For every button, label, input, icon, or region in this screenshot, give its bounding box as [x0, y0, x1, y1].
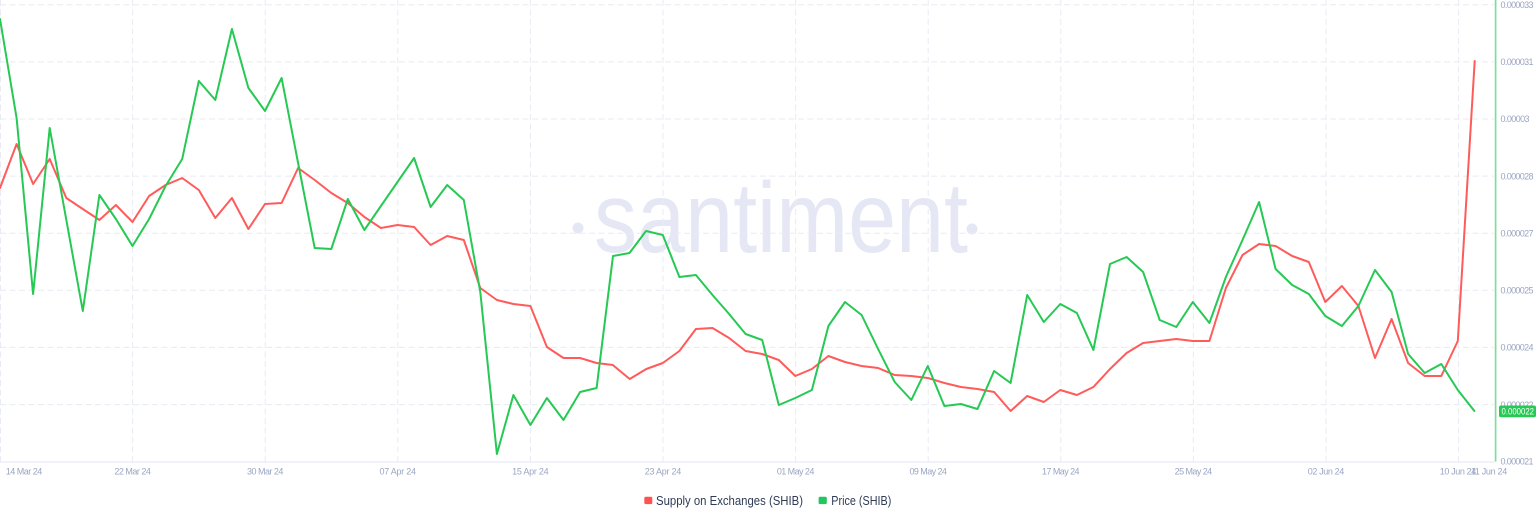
svg-text:09 May 24: 09 May 24	[909, 466, 947, 476]
svg-text:Price (SHIB): Price (SHIB)	[831, 494, 891, 508]
svg-text:30 Mar 24: 30 Mar 24	[247, 466, 284, 476]
svg-text:0.000033: 0.000033	[1501, 0, 1534, 10]
svg-text:14 Mar 24: 14 Mar 24	[6, 466, 43, 476]
svg-text:0.000024: 0.000024	[1501, 343, 1534, 353]
svg-text:11 Jun 24: 11 Jun 24	[1471, 466, 1508, 476]
svg-text:25 May 24: 25 May 24	[1175, 466, 1213, 476]
svg-text:0.000021: 0.000021	[1501, 457, 1534, 467]
svg-text:0.000031: 0.000031	[1501, 57, 1534, 67]
svg-text:23 Apr 24: 23 Apr 24	[645, 466, 682, 476]
svg-text:0.000022: 0.000022	[1501, 400, 1534, 410]
svg-text:07 Apr 24: 07 Apr 24	[380, 466, 417, 476]
svg-text:0.000022: 0.000022	[1502, 407, 1535, 418]
svg-text:0.000027: 0.000027	[1501, 228, 1534, 238]
svg-text:22 Mar 24: 22 Mar 24	[114, 466, 151, 476]
svg-text:17 May 24: 17 May 24	[1042, 466, 1080, 476]
svg-text:0.000028: 0.000028	[1501, 171, 1534, 181]
svg-text:02 Jun 24: 02 Jun 24	[1308, 466, 1345, 476]
svg-text:10 Jun 24: 10 Jun 24	[1440, 466, 1477, 476]
svg-text:0.000025: 0.000025	[1501, 286, 1534, 296]
svg-text:15 Apr 24: 15 Apr 24	[512, 466, 549, 476]
svg-text:santiment: santiment	[594, 162, 968, 274]
svg-text:0.00003: 0.00003	[1501, 114, 1530, 124]
svg-text:01 May 24: 01 May 24	[777, 466, 815, 476]
svg-text:Supply on Exchanges (SHIB): Supply on Exchanges (SHIB)	[656, 494, 803, 508]
